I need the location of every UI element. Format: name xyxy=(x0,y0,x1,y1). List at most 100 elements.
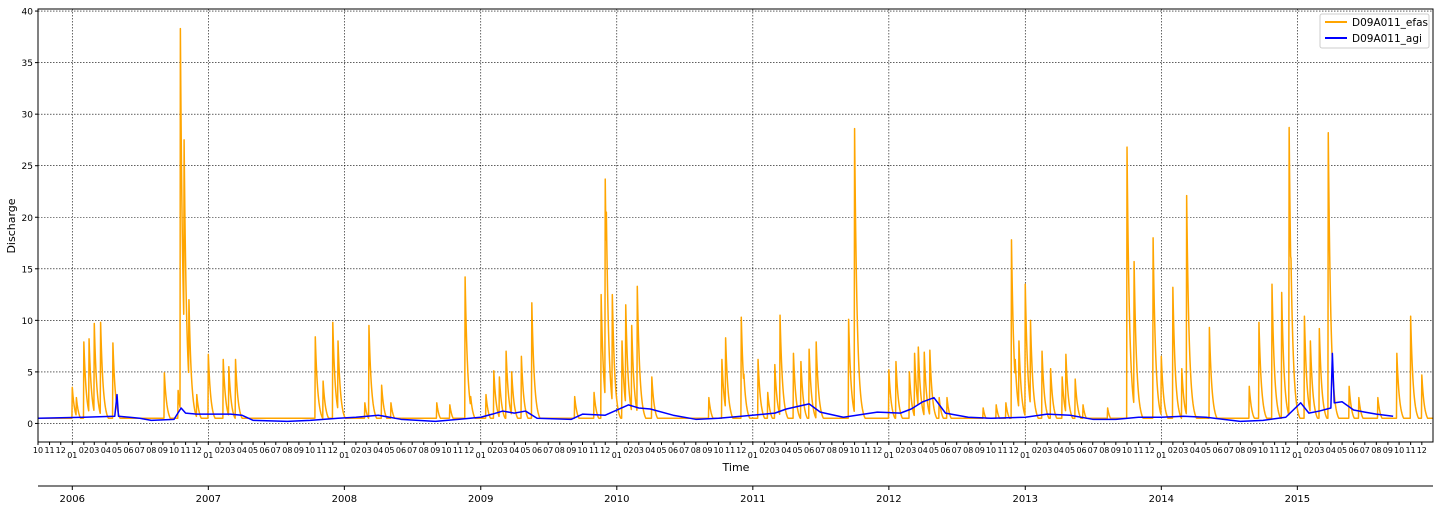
plot-frame xyxy=(37,8,1434,443)
x-tick-label: 04 xyxy=(237,446,247,455)
year-label: 2007 xyxy=(196,494,221,505)
x-tick-label: 12 xyxy=(736,446,746,455)
y-tick-label: 30 xyxy=(22,111,34,121)
y-axis: 0 5 10 15 20 25 30 35 40 xyxy=(22,8,38,430)
x-tick-label: 03 xyxy=(634,446,644,455)
x-tick-label: 08 xyxy=(1099,446,1109,455)
x-tick-label: 07 xyxy=(271,446,281,455)
x-tick-label: 02 xyxy=(1032,446,1042,455)
year-label: 2012 xyxy=(876,494,901,505)
x-tick-label: 02 xyxy=(895,446,905,455)
x-tick-label: 06 xyxy=(532,446,542,455)
x-tick-label: 09 xyxy=(838,446,848,455)
legend-label-agi: D09A011_agi xyxy=(1352,33,1422,45)
year-label: 2006 xyxy=(60,494,85,505)
x-tick-label: 11 xyxy=(1133,446,1143,455)
x-tick-label: 09 xyxy=(158,446,168,455)
x-tick-label: 09 xyxy=(702,446,712,455)
x-tick-label: 10 xyxy=(305,446,315,455)
x-tick-label: 12 xyxy=(872,446,882,455)
year-label: 2011 xyxy=(740,494,765,505)
x-tick-label: 04 xyxy=(373,446,383,455)
x-tick-label: 01 xyxy=(612,451,622,460)
x-tick-label: 09 xyxy=(1111,446,1121,455)
x-tick-label: 07 xyxy=(1088,446,1098,455)
x-tick-label: 09 xyxy=(1383,446,1393,455)
x-tick-label: 08 xyxy=(555,446,565,455)
x-tick-label: 04 xyxy=(918,446,928,455)
y-tick-label: 0 xyxy=(27,420,33,430)
x-tick-label: 04 xyxy=(1190,446,1200,455)
x-tick-label: 03 xyxy=(1178,446,1188,455)
x-tick-label: 06 xyxy=(1076,446,1086,455)
x-tick-label: 06 xyxy=(1349,446,1359,455)
x-tick-label: 02 xyxy=(1168,446,1178,455)
x-tick-label: 07 xyxy=(135,446,145,455)
x-tick-label: 02 xyxy=(759,446,769,455)
x-tick-label: 02 xyxy=(1304,446,1314,455)
x-tick-label: 05 xyxy=(792,446,802,455)
x-tick-label: 04 xyxy=(509,446,519,455)
x-tick-label: 10 xyxy=(441,446,451,455)
x-tick-label: 08 xyxy=(963,446,973,455)
x-tick-label: 05 xyxy=(929,446,939,455)
x-tick-label: 08 xyxy=(691,446,701,455)
x-tick-label: 10 xyxy=(577,446,587,455)
x-tick-label: 11 xyxy=(725,446,735,455)
x-tick-label: 06 xyxy=(940,446,950,455)
y-tick-label: 25 xyxy=(22,162,33,172)
x-tick-label: 02 xyxy=(215,446,225,455)
x-tick-label: 01 xyxy=(748,451,758,460)
x-tick-label: 06 xyxy=(396,446,406,455)
x-axis-label: Time xyxy=(722,461,750,474)
legend-label-efas: D09A011_efas xyxy=(1352,17,1428,29)
legend: D09A011_efas D09A011_agi xyxy=(1319,13,1430,49)
x-tick-label: 09 xyxy=(430,446,440,455)
x-tick-label: 05 xyxy=(1201,446,1211,455)
x-tick-label: 04 xyxy=(1054,446,1064,455)
x-tick-label: 01 xyxy=(203,451,213,460)
year-label: 2013 xyxy=(1013,494,1038,505)
x-tick-label: 12 xyxy=(1417,446,1427,455)
x-tick-label: 11 xyxy=(317,446,327,455)
x-tick-label: 10 xyxy=(1394,446,1404,455)
x-tick-label: 05 xyxy=(248,446,258,455)
x-tick-label: 06 xyxy=(668,446,678,455)
x-tick-label: 02 xyxy=(487,446,497,455)
x-tick-label: 05 xyxy=(1337,446,1347,455)
y-tick-label: 35 xyxy=(22,59,33,69)
x-tick-label: 01 xyxy=(1020,451,1030,460)
series-line-agi xyxy=(37,352,1394,423)
x-tick-label: 10 xyxy=(986,446,996,455)
x-tick-label: 11 xyxy=(1406,446,1416,455)
year-label: 2015 xyxy=(1285,494,1310,505)
x-tick-label: 01 xyxy=(339,451,349,460)
x-tick-label: 06 xyxy=(123,446,133,455)
x-tick-label: 09 xyxy=(566,446,576,455)
x-tick-label: 02 xyxy=(623,446,633,455)
x-tick-label: 12 xyxy=(1009,446,1019,455)
x-tick-label: 03 xyxy=(1042,446,1052,455)
x-tick-label: 12 xyxy=(1145,446,1155,455)
series-line-efas xyxy=(37,27,1434,420)
x-tick-label: 11 xyxy=(180,446,190,455)
y-tick-label: 20 xyxy=(22,214,34,224)
x-tick-label: 10 xyxy=(849,446,859,455)
series-layer xyxy=(37,27,1434,423)
x-tick-label: 11 xyxy=(997,446,1007,455)
x-tick-label: 03 xyxy=(89,446,99,455)
x-tick-label: 05 xyxy=(1065,446,1075,455)
x-tick-label: 01 xyxy=(1156,451,1166,460)
x-tick-label: 07 xyxy=(1360,446,1370,455)
x-tick-label: 10 xyxy=(1122,446,1132,455)
x-tick-label: 07 xyxy=(679,446,689,455)
x-tick-label: 03 xyxy=(225,446,235,455)
x-tick-label: 03 xyxy=(362,446,372,455)
x-tick-label: 06 xyxy=(804,446,814,455)
x-axis-years: 2006 2007 2008 2009 2010 2011 2012 2013 2014 2015 xyxy=(60,486,1310,505)
x-tick-label: 01 xyxy=(1292,451,1302,460)
x-tick-label: 12 xyxy=(192,446,202,455)
x-tick-label: 03 xyxy=(498,446,508,455)
y-tick-label: 40 xyxy=(22,8,34,18)
